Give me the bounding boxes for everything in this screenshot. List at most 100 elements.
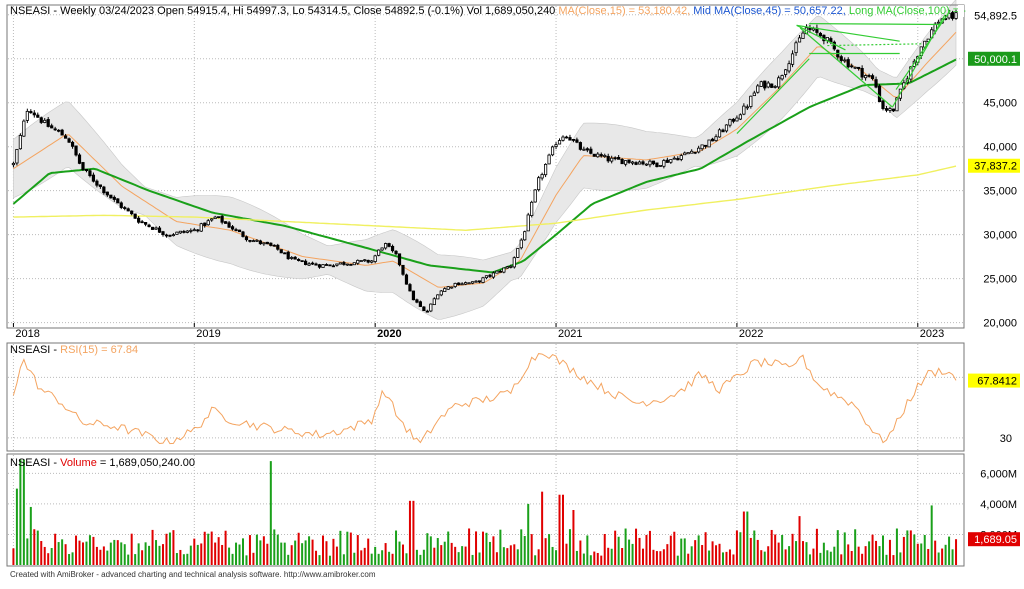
candle-body	[32, 112, 36, 116]
candle-body	[43, 119, 47, 123]
volume-bar	[43, 546, 46, 565]
volume-bar	[607, 547, 610, 565]
volume-bar	[861, 553, 864, 565]
candle-body	[50, 125, 54, 129]
candle-body	[780, 75, 784, 80]
trendline	[736, 58, 810, 134]
candle-body	[491, 272, 496, 278]
candle-body	[300, 260, 304, 263]
volume-pane-frame	[6, 453, 965, 567]
volume-bar	[683, 538, 686, 565]
volume-bar	[742, 511, 745, 565]
candle-body	[244, 236, 249, 241]
volume-bar	[770, 529, 773, 565]
candle-body	[846, 59, 850, 68]
volume-bar	[875, 540, 878, 565]
volume-bar	[408, 500, 411, 565]
candle-body	[29, 111, 33, 114]
candle-body	[818, 32, 822, 37]
volume-bar	[711, 541, 714, 565]
candle-body	[150, 226, 155, 230]
candle-body	[126, 208, 130, 212]
candle-body	[450, 286, 454, 289]
candle-body	[700, 144, 704, 150]
volume-bar	[475, 531, 478, 565]
volume-bar	[596, 552, 599, 565]
price-y-tick-label: 45,000	[983, 98, 1017, 110]
volume-bar	[676, 555, 679, 565]
candle-body	[460, 283, 464, 286]
candle-body	[64, 135, 68, 139]
volume-bar	[641, 548, 644, 565]
volume-bar	[64, 544, 67, 565]
volume-bar	[47, 553, 50, 565]
candle-body	[377, 249, 381, 256]
volume-bar	[134, 554, 137, 565]
volume-bar	[530, 534, 533, 565]
volume-bar	[881, 535, 884, 565]
x-tick-label: 2022	[739, 328, 763, 340]
candle-body	[213, 216, 217, 220]
volume-bar	[54, 533, 57, 565]
volume-bar	[829, 551, 832, 565]
volume-bar	[290, 545, 293, 565]
volume-bar	[492, 536, 495, 565]
candle-body	[884, 108, 889, 111]
volume-bar	[909, 530, 912, 565]
vol-value-tag	[968, 532, 1020, 547]
candle-body	[203, 222, 207, 226]
volume-bar	[763, 551, 766, 565]
candle-body	[752, 92, 756, 97]
candle-body	[137, 217, 141, 223]
candle-body	[144, 222, 148, 225]
volume-bar	[628, 539, 631, 565]
volume-bar	[565, 543, 568, 565]
volume-bar	[600, 555, 603, 565]
volume-bar	[304, 540, 307, 565]
candle-body	[582, 148, 586, 151]
candle-body	[888, 108, 892, 111]
volume-bar	[826, 550, 829, 565]
candle-body	[349, 263, 353, 266]
candle-body	[895, 97, 899, 112]
candle-body	[283, 252, 287, 255]
candle-body	[749, 95, 753, 107]
bollinger-band	[13, 0, 957, 320]
volume-bar	[429, 536, 432, 565]
candle-body	[258, 240, 262, 245]
volume-bar	[589, 555, 592, 565]
candle-body	[22, 120, 26, 137]
volume-bar	[12, 548, 15, 565]
volume-bar	[471, 554, 474, 565]
volume-bar	[137, 543, 140, 565]
candle-body	[742, 105, 746, 115]
volume-bar	[673, 531, 676, 565]
candle-body	[290, 257, 294, 259]
vol-y-tick-label: 4,000M	[980, 499, 1017, 511]
candle-body	[790, 53, 795, 65]
candle-body	[390, 245, 395, 252]
candle-body	[686, 152, 690, 155]
volume-bar	[165, 533, 168, 565]
volume-bar	[109, 542, 112, 565]
candle-body	[617, 156, 621, 160]
volume-bar	[603, 533, 606, 565]
price-marks	[11, 0, 958, 320]
candle-body	[679, 155, 683, 160]
candle-body	[317, 264, 322, 268]
volume-bar	[377, 553, 380, 565]
vol-symbol: NSEASI	[10, 457, 50, 469]
volume-bar	[186, 553, 189, 565]
candle-body	[697, 147, 701, 153]
candle-body	[547, 154, 551, 165]
volume-bar	[495, 552, 498, 565]
candle-body	[505, 266, 509, 269]
volume-bar	[384, 543, 387, 565]
candle-body	[189, 229, 193, 232]
volume-bar	[370, 553, 373, 565]
candle-body	[624, 160, 628, 165]
candle-body	[227, 222, 231, 228]
ma45-line	[12, 58, 957, 274]
candle-body	[488, 274, 492, 277]
volume-bar	[367, 538, 370, 565]
